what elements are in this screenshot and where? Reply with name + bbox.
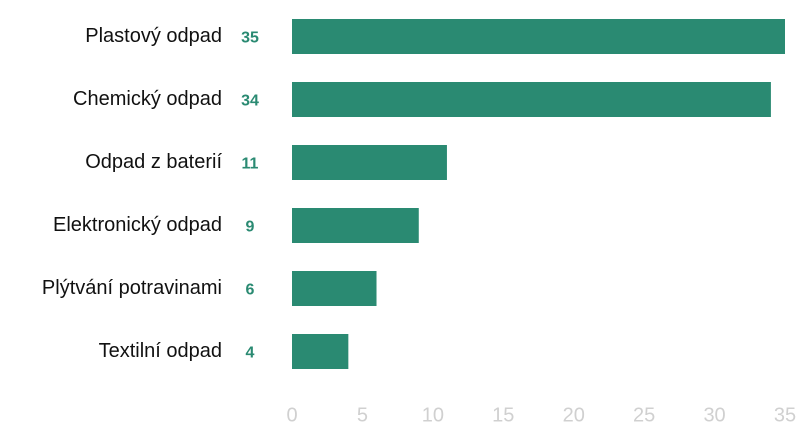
category-label: Plýtvání potravinami [42,277,222,299]
x-tick-label: 35 [774,404,796,426]
value-label: 35 [241,30,259,47]
x-tick-label: 20 [563,404,585,426]
x-tick-label: 10 [422,404,444,426]
bar [292,19,785,54]
x-tick-label: 25 [633,404,655,426]
category-label: Elektronický odpad [53,214,222,236]
value-label: 6 [246,282,255,299]
category-label: Chemický odpad [73,88,222,110]
bar [292,334,349,369]
bar [292,271,377,306]
category-label: Plastový odpad [85,25,222,47]
bar [292,208,419,243]
category-label: Odpad z baterií [85,151,222,173]
bar [292,82,771,117]
bar [292,145,447,180]
value-label: 9 [246,219,255,236]
value-label: 11 [242,156,259,173]
x-tick-label: 15 [492,404,514,426]
value-label: 34 [241,93,259,110]
x-tick-label: 30 [703,404,725,426]
category-label: Textilní odpad [99,340,222,362]
value-label: 4 [246,345,255,362]
x-tick-label: 0 [286,404,297,426]
x-tick-label: 5 [357,404,368,426]
